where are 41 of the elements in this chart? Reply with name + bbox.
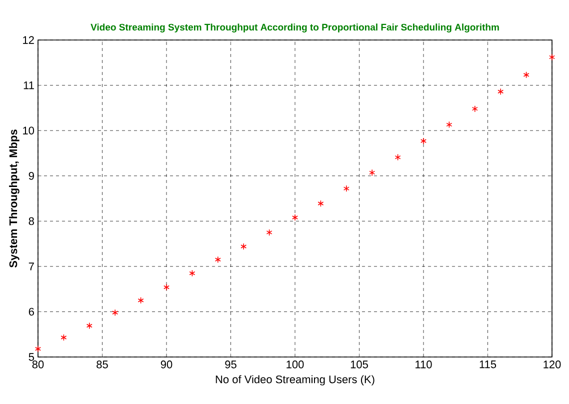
x-tick-label: 80 [32,360,44,368]
x-axis-title: No of Video Streaming Users (K) [216,375,374,386]
point [240,243,247,250]
y-tick-label: 6 [28,308,34,316]
x-tick-label: 120 [544,360,561,368]
x-tick-label: 110 [416,360,432,368]
x-tick-label: 85 [96,360,108,368]
y-tick-label: 5 [28,353,34,361]
point [472,105,478,112]
y-axis-title: System Throughput, Mbps [9,130,20,268]
x-tick-label: 100 [286,360,304,368]
point [266,229,272,236]
point [343,185,350,192]
point [189,270,196,277]
point [446,121,452,128]
y-tick-label: 7 [28,262,34,270]
point [138,296,144,304]
point [86,322,92,330]
point [112,309,118,316]
y-tick-label: 11 [24,82,34,90]
point [318,200,324,207]
x-tick-label: 105 [350,360,368,368]
point [549,54,555,61]
point [420,138,426,144]
point [164,284,170,291]
y-tick-label: 10 [23,126,34,134]
x-tick-label: 115 [480,360,496,368]
y-tick-label: 8 [28,217,34,226]
point [60,334,67,341]
x-tick-label: 90 [160,360,172,368]
point [394,154,401,161]
point [369,169,376,176]
chart-title: Video Streaming System Throughput According to Proportional Fair Scheduling Algorithm [90,24,499,32]
point [292,214,298,221]
point [523,71,530,78]
point [498,88,504,96]
point [35,345,41,352]
y-tick-label: 9 [28,172,34,180]
point [214,256,221,264]
x-tick-label: 95 [225,360,236,368]
y-tick-label: 12 [23,36,34,44]
